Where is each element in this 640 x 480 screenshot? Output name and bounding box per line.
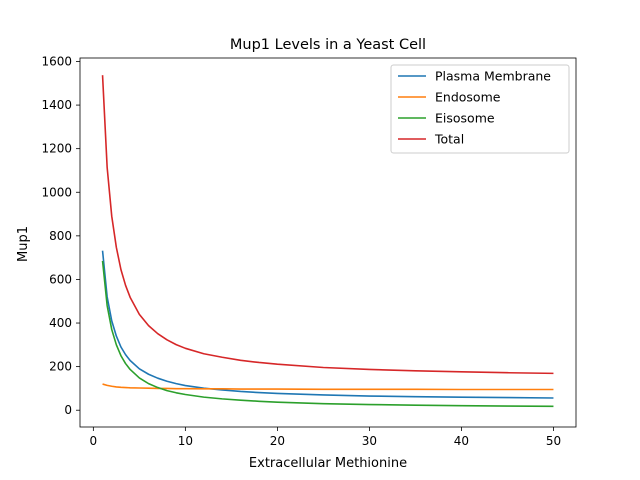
y-tick-label: 600 <box>49 272 72 286</box>
x-axis-label: Extracellular Methionine <box>249 456 407 471</box>
series-line-total <box>101 75 554 375</box>
x-tick-label: 50 <box>546 434 561 448</box>
x-tick-label: 20 <box>270 434 285 448</box>
series-line-endosome <box>102 383 554 391</box>
legend-label-plasma-membrane: Plasma Membrane <box>435 69 551 84</box>
plot-frame <box>79 57 577 428</box>
axes-area: 0 10 20 30 40 50 0 200 400 600 800 1000 1200 1400 1600 <box>41 54 577 448</box>
legend-label-total: Total <box>434 132 464 147</box>
x-tick-label: 40 <box>454 434 469 448</box>
legend: Plasma Membrane Endosome Eisosome Total <box>390 64 570 154</box>
x-tick-label: 0 <box>90 434 98 448</box>
y-tick-label: 1400 <box>41 98 72 112</box>
legend-label-endosome: Endosome <box>435 90 501 105</box>
legend-label-eisosome: Eisosome <box>435 111 495 126</box>
chart-title: Mup1 Levels in a Yeast Cell <box>230 37 426 53</box>
x-tick-label: 10 <box>178 434 193 448</box>
y-tick-label: 0 <box>64 403 72 417</box>
x-tick-label: 30 <box>362 434 377 448</box>
series-lines <box>101 75 554 408</box>
series-line-plasma-membrane <box>101 250 554 399</box>
y-tick-label: 1000 <box>41 185 72 199</box>
y-tick-label: 200 <box>49 360 72 374</box>
series-line-eisosome <box>101 260 554 408</box>
legend-box <box>390 64 570 154</box>
y-tick-label: 1200 <box>41 142 72 156</box>
y-tick-label: 800 <box>49 229 72 243</box>
y-tick-label: 400 <box>49 316 72 330</box>
y-axis-label: Mup1 <box>16 226 31 262</box>
y-tick-label: 1600 <box>41 54 72 68</box>
